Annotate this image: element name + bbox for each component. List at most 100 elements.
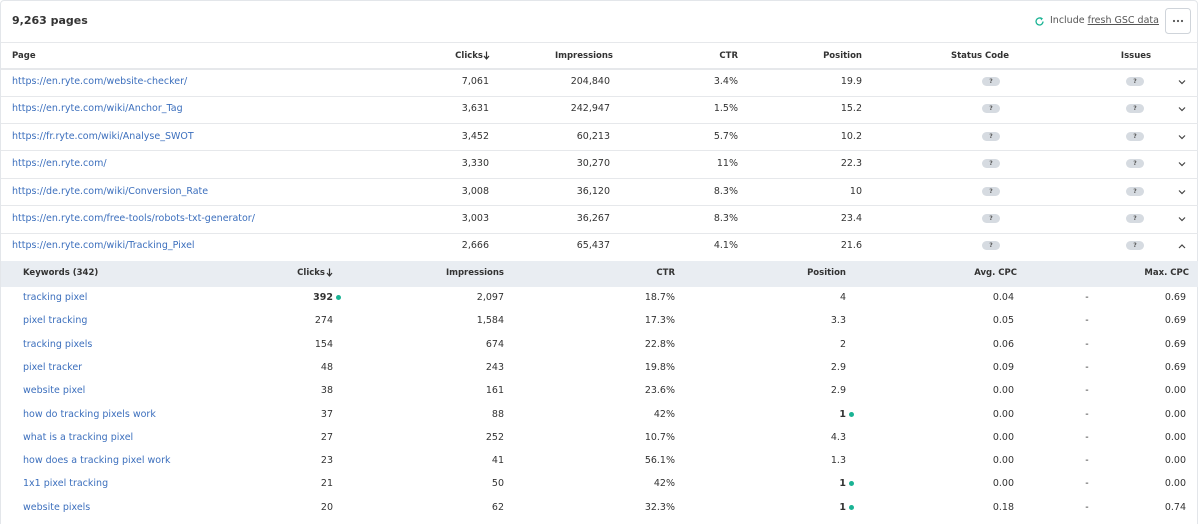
cell-avg-cpc: 0.00 bbox=[992, 455, 1014, 467]
cell-impressions: 2,097 bbox=[476, 292, 504, 303]
page-link[interactable]: https://de.ryte.com/wiki/Conversion_Rate bbox=[12, 185, 209, 197]
cell-position: 2.9 bbox=[830, 385, 846, 397]
unknown-badge: ? bbox=[982, 186, 1000, 196]
cell-ctr: 56.1% bbox=[644, 455, 675, 467]
expand-chevron[interactable] bbox=[1178, 189, 1186, 195]
unknown-badge: ? bbox=[982, 214, 1000, 223]
cell-impressions: 62 bbox=[491, 501, 504, 513]
row-divider bbox=[1, 232, 1198, 234]
cell-avg-cpc: 0.05 bbox=[992, 315, 1014, 327]
column-header: Clicks bbox=[455, 51, 483, 61]
page-link[interactable]: https://en.ryte.com/wiki/Tracking_Pixel bbox=[12, 240, 195, 252]
column-header: Impressions bbox=[554, 51, 613, 61]
refresh-icon[interactable] bbox=[1034, 16, 1045, 27]
expand-chevron[interactable] bbox=[1178, 134, 1186, 140]
cell-dash: - bbox=[1085, 478, 1089, 490]
cell-avg-cpc: 0.00 bbox=[992, 385, 1014, 397]
expand-chevron[interactable] bbox=[1178, 216, 1186, 222]
gsc-link[interactable]: fresh GSC data bbox=[1087, 15, 1159, 26]
keyword-column-header: Clicks bbox=[297, 268, 325, 278]
cell-position: 3.3 bbox=[830, 315, 846, 327]
cell-max-cpc: 0.69 bbox=[1164, 292, 1186, 303]
keyword-link[interactable]: tracking pixels bbox=[23, 338, 93, 350]
cell-clicks: 38 bbox=[320, 385, 333, 397]
keyword-link[interactable]: website pixels bbox=[23, 501, 91, 513]
cell-position: 10.2 bbox=[840, 130, 862, 142]
sort-arrow[interactable] bbox=[483, 51, 490, 60]
cell-clicks: 3,330 bbox=[461, 158, 489, 170]
page-link[interactable]: https://en.ryte.com/wiki/Anchor_Tag bbox=[12, 103, 183, 115]
unknown-badge: ? bbox=[1126, 241, 1144, 251]
keyword-link[interactable]: tracking pixel bbox=[23, 292, 88, 303]
cell-avg-cpc: 0.06 bbox=[992, 338, 1014, 350]
cell-position: 23.4 bbox=[840, 213, 862, 224]
cell-impressions: 60,213 bbox=[576, 130, 610, 142]
row-divider bbox=[1, 205, 1198, 207]
page-link[interactable]: https://fr.ryte.com/wiki/Analyse_SWOT bbox=[12, 130, 194, 142]
cell-ctr: 4.1% bbox=[713, 240, 738, 252]
cell-impressions: 242,947 bbox=[570, 103, 610, 115]
cell-dash: - bbox=[1085, 431, 1089, 443]
keyword-link[interactable]: pixel tracking bbox=[23, 315, 88, 327]
cell-max-cpc: 0.69 bbox=[1164, 361, 1186, 373]
keyword-link[interactable]: pixel tracker bbox=[23, 361, 83, 373]
cell-avg-cpc: 0.18 bbox=[992, 501, 1014, 513]
expand-chevron[interactable] bbox=[1178, 106, 1186, 112]
cell-ctr: 5.7% bbox=[713, 130, 738, 142]
cell-impressions: 36,267 bbox=[576, 213, 610, 224]
cell-impressions: 36,120 bbox=[576, 185, 610, 197]
page-link[interactable]: https://en.ryte.com/ bbox=[12, 158, 107, 170]
cell-impressions: 674 bbox=[485, 338, 504, 350]
unknown-badge: ? bbox=[982, 159, 1000, 169]
sort-arrow[interactable] bbox=[326, 268, 333, 277]
cell-position: 10 bbox=[849, 185, 862, 197]
cell-ctr: 11% bbox=[716, 158, 738, 170]
cell-ctr: 23.6% bbox=[644, 385, 675, 397]
keyword-link[interactable]: 1x1 pixel tracking bbox=[23, 478, 109, 490]
cell-position: 2.9 bbox=[830, 361, 846, 373]
cell-avg-cpc: 0.09 bbox=[992, 361, 1014, 373]
keyword-link[interactable]: how does a tracking pixel work bbox=[23, 455, 171, 467]
cell-max-cpc: 0.74 bbox=[1164, 501, 1186, 513]
unknown-badge: ? bbox=[1126, 77, 1144, 86]
cell-ctr: 3.4% bbox=[713, 76, 738, 87]
cell-clicks: 23 bbox=[320, 455, 333, 467]
cell-ctr: 42% bbox=[653, 478, 675, 490]
include-prefix: Include bbox=[1050, 15, 1085, 26]
include-label: Include fresh GSC data bbox=[1050, 14, 1159, 28]
expand-chevron[interactable] bbox=[1178, 79, 1186, 85]
row-divider bbox=[1, 122, 1198, 124]
column-header: Page bbox=[12, 51, 36, 61]
cell-position: 22.3 bbox=[840, 158, 862, 170]
cell-ctr: 22.8% bbox=[644, 338, 675, 350]
cell-dash: - bbox=[1085, 315, 1089, 327]
cell-clicks: 20 bbox=[320, 501, 333, 513]
cell-impressions: 88 bbox=[491, 408, 504, 420]
keyword-link[interactable]: what is a tracking pixel bbox=[23, 431, 134, 443]
collapse-chevron[interactable] bbox=[1178, 243, 1186, 249]
indicator-dot bbox=[849, 481, 854, 487]
cell-max-cpc: 0.00 bbox=[1164, 385, 1186, 397]
cell-position: 19.9 bbox=[840, 76, 862, 87]
more-button[interactable] bbox=[1165, 8, 1191, 34]
cell-clicks: 48 bbox=[320, 361, 333, 373]
cell-avg-cpc: 0.00 bbox=[992, 431, 1014, 443]
keyword-link[interactable]: how do tracking pixels work bbox=[23, 408, 156, 420]
cell-dash: - bbox=[1085, 292, 1089, 303]
keyword-link[interactable]: website pixel bbox=[23, 385, 86, 397]
expand-chevron[interactable] bbox=[1178, 161, 1186, 167]
cell-ctr: 1.5% bbox=[713, 103, 738, 115]
cell-clicks: 274 bbox=[314, 315, 333, 327]
page-link[interactable]: https://en.ryte.com/website-checker/ bbox=[12, 76, 188, 87]
cell-clicks: 3,003 bbox=[461, 213, 489, 224]
unknown-badge: ? bbox=[1126, 104, 1144, 114]
cell-dash: - bbox=[1085, 385, 1089, 397]
cell-ctr: 17.3% bbox=[644, 315, 675, 327]
cell-clicks: 154 bbox=[314, 338, 333, 350]
cell-impressions: 50 bbox=[491, 478, 504, 490]
unknown-badge: ? bbox=[1126, 131, 1144, 141]
cell-dash: - bbox=[1085, 501, 1089, 513]
cell-clicks: 21 bbox=[320, 478, 333, 490]
page-link[interactable]: https://en.ryte.com/free-tools/robots-tx… bbox=[12, 213, 255, 224]
unknown-badge: ? bbox=[1126, 214, 1144, 223]
